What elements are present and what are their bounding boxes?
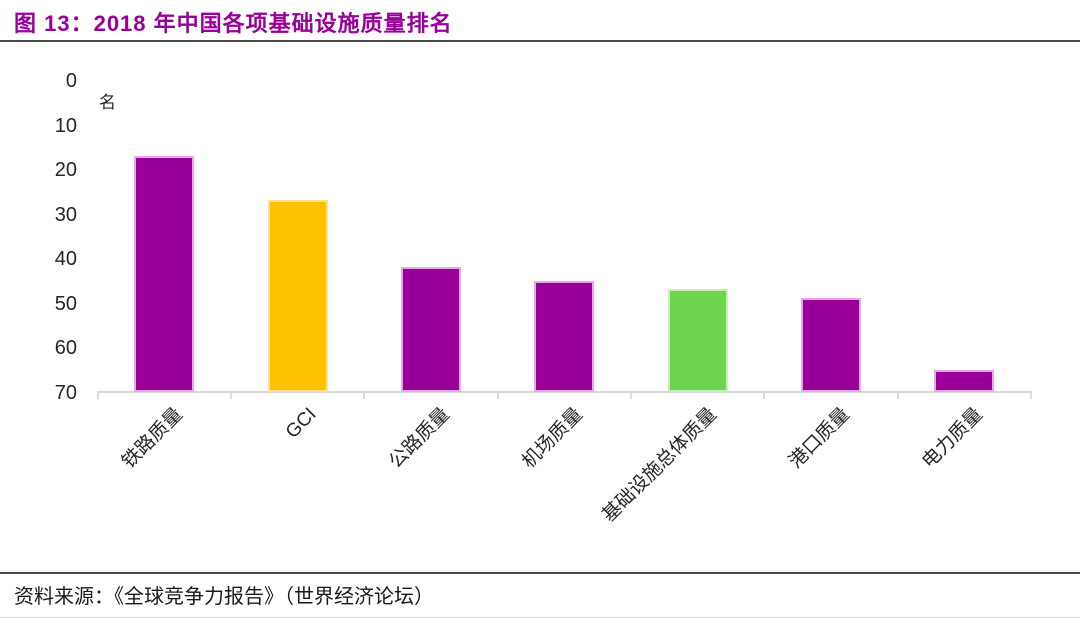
y-axis-tick-label: 50 xyxy=(54,292,77,315)
x-axis-tick-mark xyxy=(1029,391,1032,399)
bar-chart: 0 10 20 30 40 50 60 70 名铁路质量 GCI 公路质量 机场质量 基础设施总体质量港… xyxy=(54,70,1032,527)
x-axis-line xyxy=(97,391,1031,393)
x-axis-tick-mark xyxy=(96,391,99,399)
x-axis-tick-mark xyxy=(896,391,899,399)
bar-7 xyxy=(934,369,995,392)
x-axis-label: GCI xyxy=(281,404,321,443)
source-attribution: 资料来源：《全球竞争力报告》（世界经济论坛） xyxy=(14,586,434,608)
x-axis-tick-mark xyxy=(629,391,632,399)
y-axis-tick-label: 10 xyxy=(54,114,77,137)
x-axis-tick-mark xyxy=(363,391,366,399)
x-axis-label: 机场质量 xyxy=(518,404,588,473)
x-axis-label: 公路质量 xyxy=(385,404,454,473)
y-axis-tick-label: 30 xyxy=(54,203,77,226)
bar-5 xyxy=(667,289,728,392)
y-axis-tick-label: 20 xyxy=(54,159,77,182)
y-axis-unit-label: 名 xyxy=(99,93,116,112)
bar-6 xyxy=(800,298,861,392)
y-axis-tick-label: 0 xyxy=(65,70,77,92)
figure-title: 图 13：2018 年中国各项基础设施质量排名 xyxy=(14,11,453,36)
x-axis-label: 港口质量 xyxy=(785,404,854,473)
x-axis-tick-mark xyxy=(229,391,232,399)
y-axis-tick-label: 70 xyxy=(54,382,77,404)
bar-2 xyxy=(267,200,328,392)
bar-3 xyxy=(400,267,461,392)
source-divider xyxy=(0,572,1080,574)
title-divider xyxy=(0,40,1080,42)
x-axis-label: 基础设施总体质量 xyxy=(598,404,721,527)
x-axis-label: 铁路质量 xyxy=(118,404,188,473)
x-axis-tick-mark xyxy=(496,391,499,399)
bar-4 xyxy=(534,280,595,392)
bar-1 xyxy=(134,155,195,392)
x-axis-label: 电力质量 xyxy=(918,404,988,473)
x-axis-tick-mark xyxy=(763,391,766,399)
y-axis-tick-label: 60 xyxy=(54,337,77,360)
y-axis-tick-label: 40 xyxy=(54,248,77,271)
